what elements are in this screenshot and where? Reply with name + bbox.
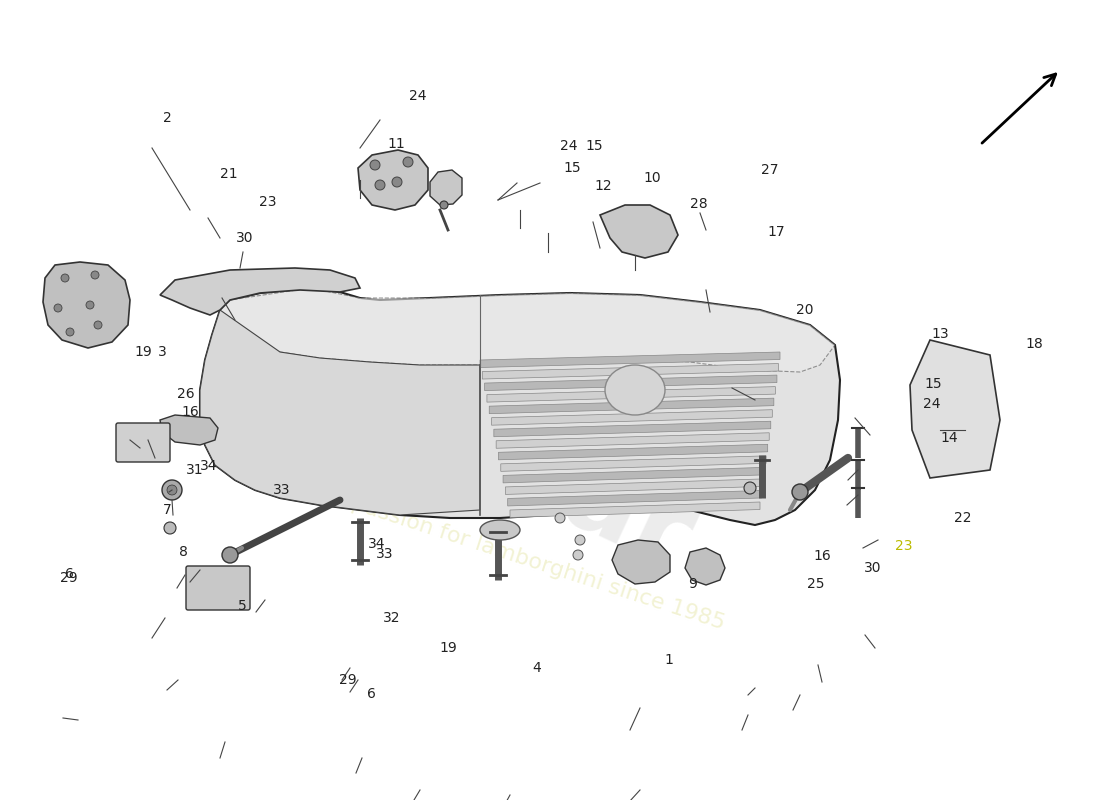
Text: 17: 17 bbox=[768, 225, 785, 239]
Circle shape bbox=[375, 180, 385, 190]
Text: 7: 7 bbox=[163, 503, 172, 518]
Polygon shape bbox=[43, 262, 130, 348]
Polygon shape bbox=[487, 386, 776, 402]
Circle shape bbox=[162, 480, 182, 500]
Polygon shape bbox=[496, 433, 769, 448]
Text: 27: 27 bbox=[761, 163, 779, 178]
Text: 23: 23 bbox=[895, 538, 913, 553]
FancyBboxPatch shape bbox=[186, 566, 250, 610]
Text: 15: 15 bbox=[563, 161, 581, 175]
FancyBboxPatch shape bbox=[116, 423, 170, 462]
Circle shape bbox=[403, 157, 412, 167]
Text: 13: 13 bbox=[932, 327, 949, 342]
Polygon shape bbox=[500, 456, 767, 471]
Polygon shape bbox=[430, 170, 462, 205]
Text: 1: 1 bbox=[664, 653, 673, 667]
Circle shape bbox=[86, 301, 94, 309]
Polygon shape bbox=[480, 352, 780, 367]
Text: 23: 23 bbox=[258, 194, 276, 209]
Text: 19: 19 bbox=[440, 641, 458, 655]
Circle shape bbox=[370, 160, 379, 170]
Circle shape bbox=[167, 485, 177, 495]
Polygon shape bbox=[200, 288, 840, 525]
Text: 19: 19 bbox=[134, 345, 152, 359]
Text: 24: 24 bbox=[409, 89, 427, 103]
Polygon shape bbox=[510, 502, 760, 518]
Text: 18: 18 bbox=[1025, 337, 1043, 351]
Text: 26: 26 bbox=[177, 386, 195, 401]
Text: 32: 32 bbox=[383, 611, 400, 626]
Text: 15: 15 bbox=[924, 377, 942, 391]
Polygon shape bbox=[200, 310, 480, 515]
Text: 28: 28 bbox=[690, 197, 707, 211]
Polygon shape bbox=[485, 375, 777, 390]
Text: 12: 12 bbox=[594, 179, 612, 194]
Text: 24: 24 bbox=[923, 397, 940, 411]
Circle shape bbox=[66, 328, 74, 336]
Text: 29: 29 bbox=[339, 673, 356, 687]
Ellipse shape bbox=[480, 520, 520, 540]
Polygon shape bbox=[358, 150, 428, 210]
Polygon shape bbox=[508, 490, 761, 506]
Text: 22: 22 bbox=[954, 511, 971, 526]
Text: 24: 24 bbox=[560, 139, 578, 154]
Text: 21: 21 bbox=[220, 167, 238, 182]
Text: 30: 30 bbox=[864, 561, 881, 575]
Polygon shape bbox=[503, 467, 764, 483]
Polygon shape bbox=[492, 410, 772, 425]
Circle shape bbox=[54, 304, 62, 312]
Text: 25: 25 bbox=[807, 577, 825, 591]
Polygon shape bbox=[160, 268, 360, 315]
Text: 29: 29 bbox=[60, 570, 78, 585]
Text: europar: europar bbox=[214, 287, 710, 593]
Circle shape bbox=[222, 547, 238, 563]
Text: 9: 9 bbox=[689, 577, 697, 591]
Circle shape bbox=[60, 274, 69, 282]
Ellipse shape bbox=[605, 365, 665, 415]
Polygon shape bbox=[685, 548, 725, 585]
Text: a passion for lamborghini since 1985: a passion for lamborghini since 1985 bbox=[329, 486, 727, 634]
Text: 15: 15 bbox=[585, 139, 603, 154]
Polygon shape bbox=[498, 444, 768, 460]
Polygon shape bbox=[612, 540, 670, 584]
Text: 34: 34 bbox=[200, 458, 218, 473]
Circle shape bbox=[744, 482, 756, 494]
Circle shape bbox=[556, 513, 565, 523]
Polygon shape bbox=[494, 422, 771, 437]
Circle shape bbox=[91, 271, 99, 279]
Text: 30: 30 bbox=[235, 231, 253, 246]
Text: 11: 11 bbox=[387, 137, 405, 151]
Text: 3: 3 bbox=[158, 345, 167, 359]
Polygon shape bbox=[505, 479, 763, 494]
Polygon shape bbox=[220, 288, 835, 372]
Text: 33: 33 bbox=[273, 482, 290, 497]
Text: 8: 8 bbox=[179, 545, 188, 559]
Text: 31: 31 bbox=[186, 463, 204, 478]
Circle shape bbox=[792, 484, 808, 500]
Text: 6: 6 bbox=[65, 567, 74, 582]
Text: 16: 16 bbox=[182, 405, 199, 419]
Circle shape bbox=[94, 321, 102, 329]
Text: 16: 16 bbox=[814, 549, 832, 563]
Circle shape bbox=[575, 535, 585, 545]
Circle shape bbox=[164, 522, 176, 534]
Polygon shape bbox=[910, 340, 1000, 478]
Text: 20: 20 bbox=[796, 303, 814, 318]
Circle shape bbox=[392, 177, 402, 187]
Text: 4: 4 bbox=[532, 661, 541, 675]
Circle shape bbox=[440, 201, 448, 209]
Text: 10: 10 bbox=[644, 170, 661, 185]
Text: 14: 14 bbox=[940, 431, 958, 446]
Text: 2: 2 bbox=[163, 111, 172, 126]
Text: 5: 5 bbox=[238, 599, 246, 614]
Polygon shape bbox=[490, 398, 773, 414]
Circle shape bbox=[573, 550, 583, 560]
Text: 6: 6 bbox=[367, 686, 376, 701]
Polygon shape bbox=[160, 415, 218, 445]
Polygon shape bbox=[600, 205, 678, 258]
Text: 33: 33 bbox=[376, 546, 394, 561]
Polygon shape bbox=[482, 363, 779, 379]
Text: 34: 34 bbox=[367, 537, 385, 551]
